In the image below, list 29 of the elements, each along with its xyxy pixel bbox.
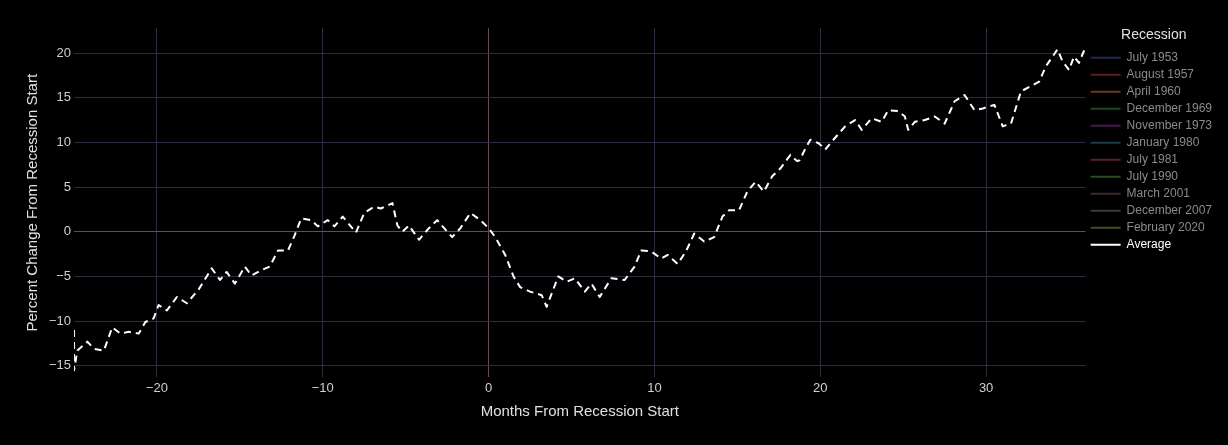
legend-label: July 1981 xyxy=(1126,152,1179,167)
legend-label: July 1953 xyxy=(1126,50,1179,65)
legend-label: February 2020 xyxy=(1126,220,1205,235)
x-tick-label: −20 xyxy=(145,379,168,395)
legend-label: Average xyxy=(1126,237,1172,252)
y-tick-label: 10 xyxy=(56,133,72,149)
x-tick-label: 10 xyxy=(647,379,662,395)
legend-label: August 1957 xyxy=(1126,67,1195,82)
legend-label: July 1990 xyxy=(1126,169,1179,184)
y-tick-label: −15 xyxy=(48,357,72,373)
legend-label: March 2001 xyxy=(1126,186,1191,201)
x-tick-label: 30 xyxy=(978,379,994,395)
x-tick-label: 20 xyxy=(813,379,828,395)
legend-title: Recession xyxy=(1121,25,1187,42)
legend-label: December 2007 xyxy=(1126,203,1213,218)
y-axis-title: Percent Change From Recession Start xyxy=(23,73,41,332)
legend-label: December 1969 xyxy=(1126,101,1213,116)
y-tick-label: −10 xyxy=(48,312,72,328)
y-tick-label: −5 xyxy=(56,268,72,283)
y-tick-label: 20 xyxy=(56,44,72,60)
legend-label: April 1960 xyxy=(1126,84,1181,99)
x-axis-title: Months From Recession Start xyxy=(480,402,680,420)
y-tick-label: 15 xyxy=(56,89,72,105)
y-tick-label: 0 xyxy=(63,223,72,239)
legend-label: January 1980 xyxy=(1126,135,1200,150)
x-tick-label: −10 xyxy=(311,379,334,395)
x-tick-label: 0 xyxy=(485,379,493,395)
y-tick-label: 5 xyxy=(63,178,72,194)
legend-label: November 1973 xyxy=(1126,118,1213,133)
